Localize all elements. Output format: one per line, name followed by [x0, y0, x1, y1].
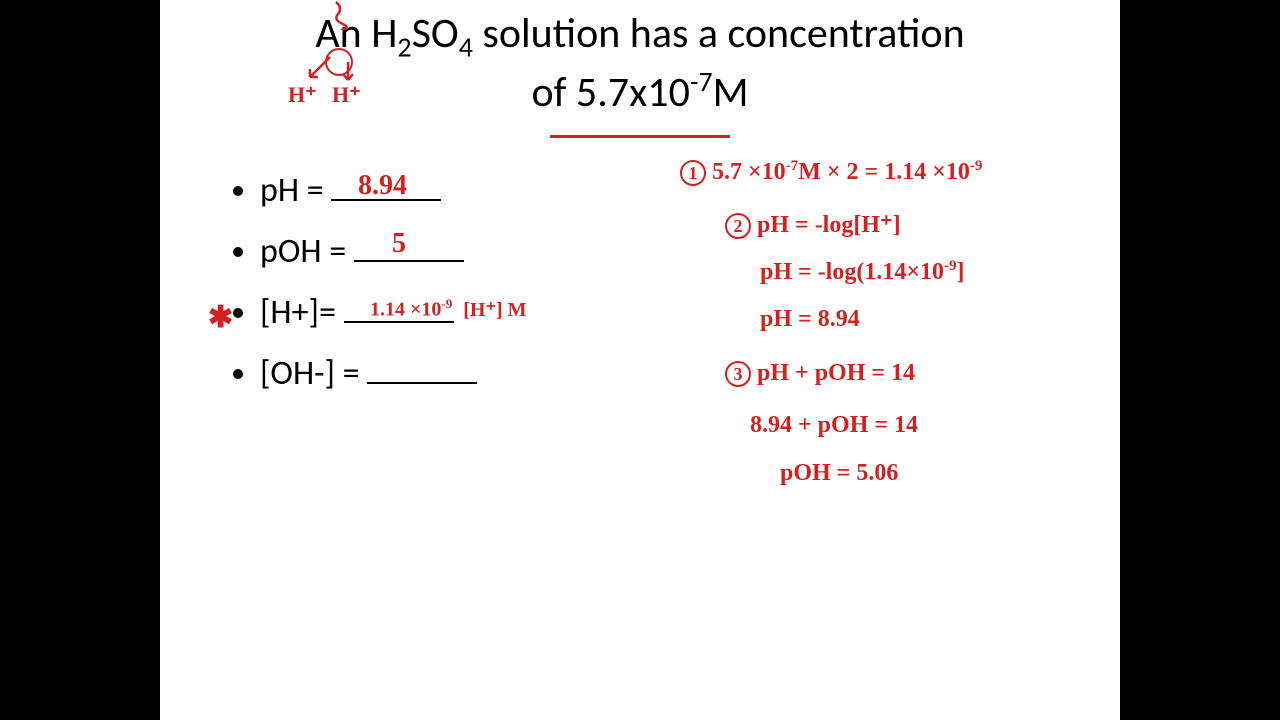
- arrow-to-h1: [305, 55, 335, 85]
- bullet-poh: pOH =: [260, 231, 477, 272]
- star-mark: ✱: [208, 300, 233, 335]
- work-line-6: 8.94 + pOH = 14: [750, 412, 918, 439]
- poh-answer: 5: [392, 228, 406, 260]
- work-step-2: 2pH = -log[H⁺]: [725, 210, 901, 239]
- slide: An H2SO4 solution has a concentration of…: [160, 0, 1120, 720]
- title-line2: of 5.7x10-7M: [531, 67, 748, 118]
- bullet-list: pH = pOH = [H+]= [OH-] =: [260, 170, 477, 414]
- work-line-3: pH = -log(1.14×10-9]: [760, 258, 965, 286]
- work-step-1: 15.7 ×10-7M × 2 = 1.14 ×10-9: [680, 158, 982, 186]
- work-step-3: 3pH + pOH = 14: [725, 360, 915, 387]
- work-line-4: pH = 8.94: [760, 306, 860, 333]
- concentration-underline: [550, 135, 730, 138]
- title-line1: An H2SO4 solution has a concentration: [315, 8, 964, 59]
- h-answer: 1.14 ×10-9 [H⁺] M: [370, 296, 527, 322]
- work-line-7: pOH = 5.06: [780, 460, 898, 487]
- squiggle-mark: [333, 0, 353, 30]
- h-plus-annot-2: H⁺: [332, 82, 361, 108]
- h-plus-annot-1: H⁺: [288, 82, 317, 108]
- bullet-oh: [OH-] =: [260, 353, 477, 394]
- ph-answer: 8.94: [358, 170, 407, 202]
